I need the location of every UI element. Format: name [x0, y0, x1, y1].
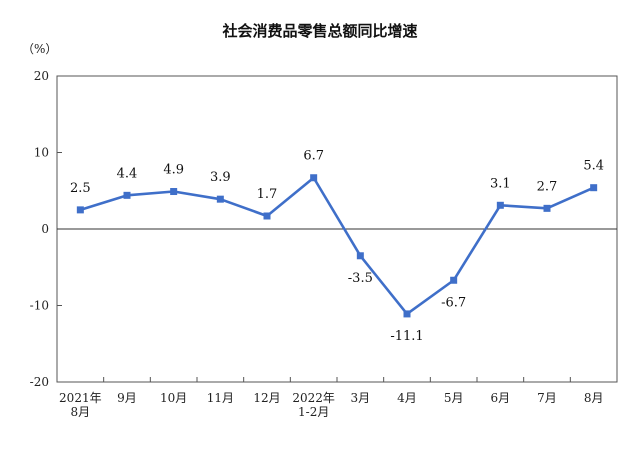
data-point-marker	[76, 206, 84, 214]
x-tick-label: 7月	[537, 391, 557, 405]
data-label: 2.5	[70, 181, 91, 196]
x-tick-label: 2021年	[59, 391, 102, 405]
y-unit-label: （%）	[22, 42, 58, 56]
y-tick-label: 0	[41, 222, 49, 236]
series-polyline	[79, 176, 595, 316]
x-tick-label: 2022年	[292, 391, 335, 405]
data-point-marker	[170, 188, 178, 196]
data-label: -3.5	[348, 271, 373, 286]
data-point-marker	[216, 195, 224, 203]
x-tick-label: 12月	[253, 391, 280, 405]
data-point-marker	[590, 184, 598, 192]
x-tick-label: 4月	[397, 391, 417, 405]
x-tick-label: 8月	[71, 405, 91, 419]
x-tick-label: 5月	[444, 391, 464, 405]
y-tick-label: -10	[30, 299, 49, 313]
x-tick-label: 8月	[584, 391, 604, 405]
data-label: 2.7	[537, 179, 558, 194]
data-point-marker	[543, 204, 551, 212]
data-label: -6.7	[441, 295, 466, 310]
y-axis: 20 10 0 -10 -20	[30, 69, 617, 389]
x-tick-label: 10月	[160, 391, 187, 405]
data-point-marker	[450, 276, 458, 284]
data-point-marker	[356, 252, 364, 260]
chart-title: 社会消费品零售总额同比增速	[222, 22, 418, 40]
data-label: 6.7	[303, 149, 324, 164]
series-line	[76, 174, 598, 318]
data-label: 1.7	[257, 187, 278, 202]
y-tick-label: 10	[34, 146, 49, 160]
data-label: 4.4	[117, 166, 138, 181]
data-point-marker	[263, 212, 271, 220]
data-point-marker	[310, 174, 318, 182]
data-labels: 2.5 4.4 4.9 3.9 1.7 6.7 -3.5 -11.1 -6.7 3.1 2.7 5.4	[70, 149, 604, 344]
y-tick-label: -20	[30, 375, 49, 389]
data-point-marker	[496, 201, 504, 209]
x-tick-label: 3月	[351, 391, 371, 405]
x-tick-label: 9月	[117, 391, 137, 405]
data-label: 3.1	[490, 176, 511, 191]
x-tick-label: 11月	[207, 391, 234, 405]
data-point-marker	[123, 191, 131, 199]
data-label: 5.4	[583, 159, 604, 174]
data-label: -11.1	[390, 329, 423, 344]
y-tick-label: 20	[34, 69, 49, 83]
data-label: 4.9	[163, 163, 184, 178]
x-tick-label: 1-2月	[298, 405, 329, 419]
data-label: 3.9	[210, 170, 231, 185]
x-tick-label: 6月	[491, 391, 511, 405]
data-point-marker	[403, 310, 411, 318]
